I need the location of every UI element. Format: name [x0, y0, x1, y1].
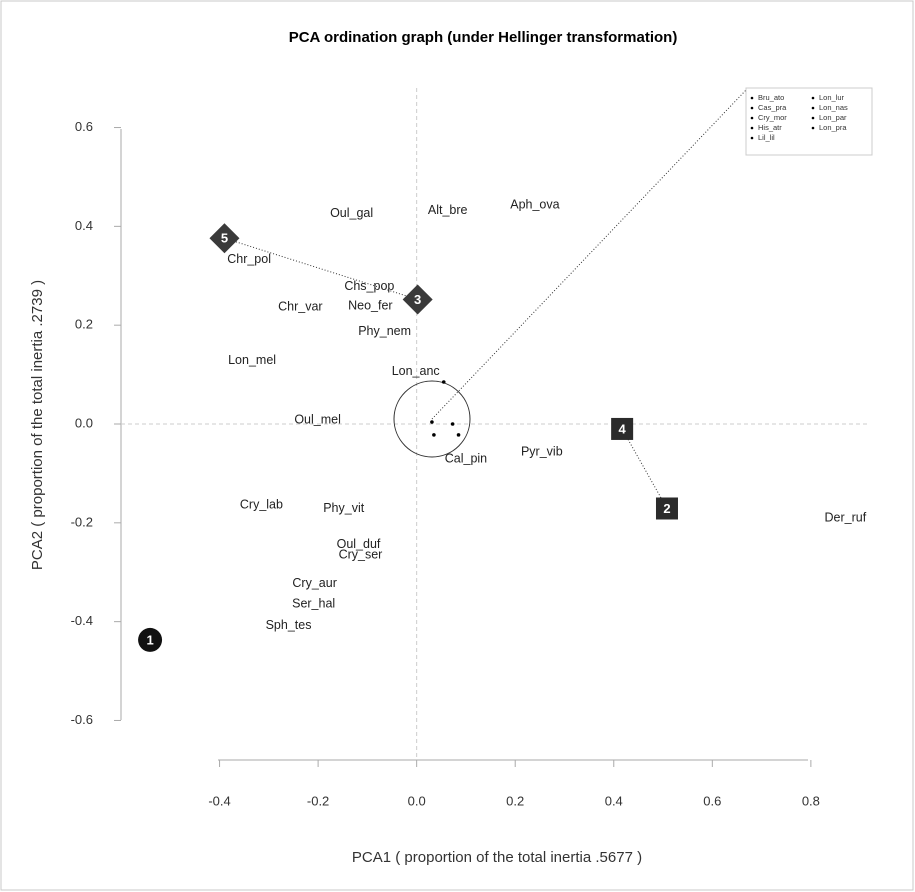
inset-point	[450, 422, 455, 426]
legend-dot	[750, 126, 754, 130]
y-tick-label: -0.4	[71, 613, 93, 628]
legend-entry: Cas_pra	[758, 103, 787, 112]
point-label: Der_ruf	[825, 511, 867, 525]
point-label: Aph_ova	[510, 197, 559, 211]
point-label: Cry_ser	[339, 548, 383, 562]
legend-dot	[750, 116, 754, 120]
inset-point	[432, 433, 436, 437]
x-tick-label: 0.4	[605, 793, 623, 808]
point-label: Ser_hal	[292, 597, 335, 611]
point-label: Chs_pop	[344, 279, 394, 293]
legend-dot	[811, 96, 815, 100]
point-label: Neo_fer	[348, 299, 392, 313]
marker	[655, 497, 678, 520]
marker	[138, 627, 163, 652]
y-tick-label: 0.0	[75, 415, 93, 430]
x-tick-label: -0.2	[307, 793, 329, 808]
inset-legend-box	[745, 87, 873, 156]
marker-link	[224, 237, 418, 300]
marker-label: 2	[663, 501, 670, 516]
y-tick-label: 0.2	[75, 317, 93, 332]
marker-label: 4	[619, 421, 627, 436]
x-tick-label: 0.8	[802, 793, 820, 808]
legend-entry: Lon_nas	[819, 103, 848, 112]
legend-dot	[750, 106, 754, 110]
y-axis-label: PCA2 ( proportion of the total inertia .…	[29, 280, 46, 570]
marker	[611, 417, 634, 440]
point-label: Lon_mel	[228, 353, 276, 367]
inset-point	[456, 433, 461, 437]
marker-label: 3	[414, 292, 421, 307]
legend-dot	[750, 136, 754, 140]
point-label: Phy_nem	[358, 324, 411, 338]
inset-point	[441, 380, 446, 384]
legend-entry: Lil_lil	[758, 133, 775, 142]
point-label: Chr_var	[278, 300, 322, 314]
inset-point	[430, 420, 434, 424]
legend-dot	[750, 96, 754, 100]
point-label: Pyr_vib	[521, 444, 563, 458]
zoom-circle	[393, 380, 471, 458]
y-tick-label: -0.6	[71, 712, 93, 727]
point-label: Chr_pol	[227, 252, 271, 266]
point-label: Oul_duf	[337, 537, 381, 551]
y-tick-label: -0.2	[71, 514, 93, 529]
legend-entry: Lon_par	[819, 113, 847, 122]
legend-dot	[811, 106, 815, 110]
marker	[209, 223, 240, 254]
point-label: Sph_tes	[266, 618, 312, 632]
y-tick-label: 0.6	[75, 119, 93, 134]
point-label: Cry_aur	[292, 576, 336, 590]
marker-label: 5	[221, 231, 228, 246]
legend-dot	[811, 126, 815, 130]
marker	[402, 284, 433, 315]
point-label: Cry_lab	[240, 497, 283, 511]
x-axis-label: PCA1 ( proportion of the total inertia .…	[352, 849, 642, 866]
point-label: Phy_vit	[323, 501, 365, 515]
marker-link	[621, 428, 668, 509]
legend-entry: Cry_mor	[758, 113, 787, 122]
point-label: Oul_mel	[294, 412, 341, 426]
marker-label: 1	[146, 632, 153, 647]
point-label: Oul_gal	[330, 206, 373, 220]
legend-entry: Bru_ato	[758, 93, 784, 102]
point-label: Alt_bre	[428, 203, 468, 217]
legend-dot	[811, 116, 815, 120]
x-tick-label: 0.2	[506, 793, 524, 808]
zoom-link	[431, 89, 747, 420]
legend-entry: His_atr	[758, 123, 782, 132]
point-label: Cal_pin	[445, 451, 487, 465]
legend-entry: Lon_pra	[819, 123, 847, 132]
legend-entry: Lon_lur	[819, 93, 845, 102]
point-label: Lon_anc	[392, 364, 440, 378]
x-tick-label: 0.6	[703, 793, 721, 808]
x-tick-label: 0.0	[408, 793, 426, 808]
chart-title: PCA ordination graph (under Hellinger tr…	[289, 29, 678, 46]
x-tick-label: -0.4	[208, 793, 230, 808]
y-tick-label: 0.4	[75, 218, 93, 233]
